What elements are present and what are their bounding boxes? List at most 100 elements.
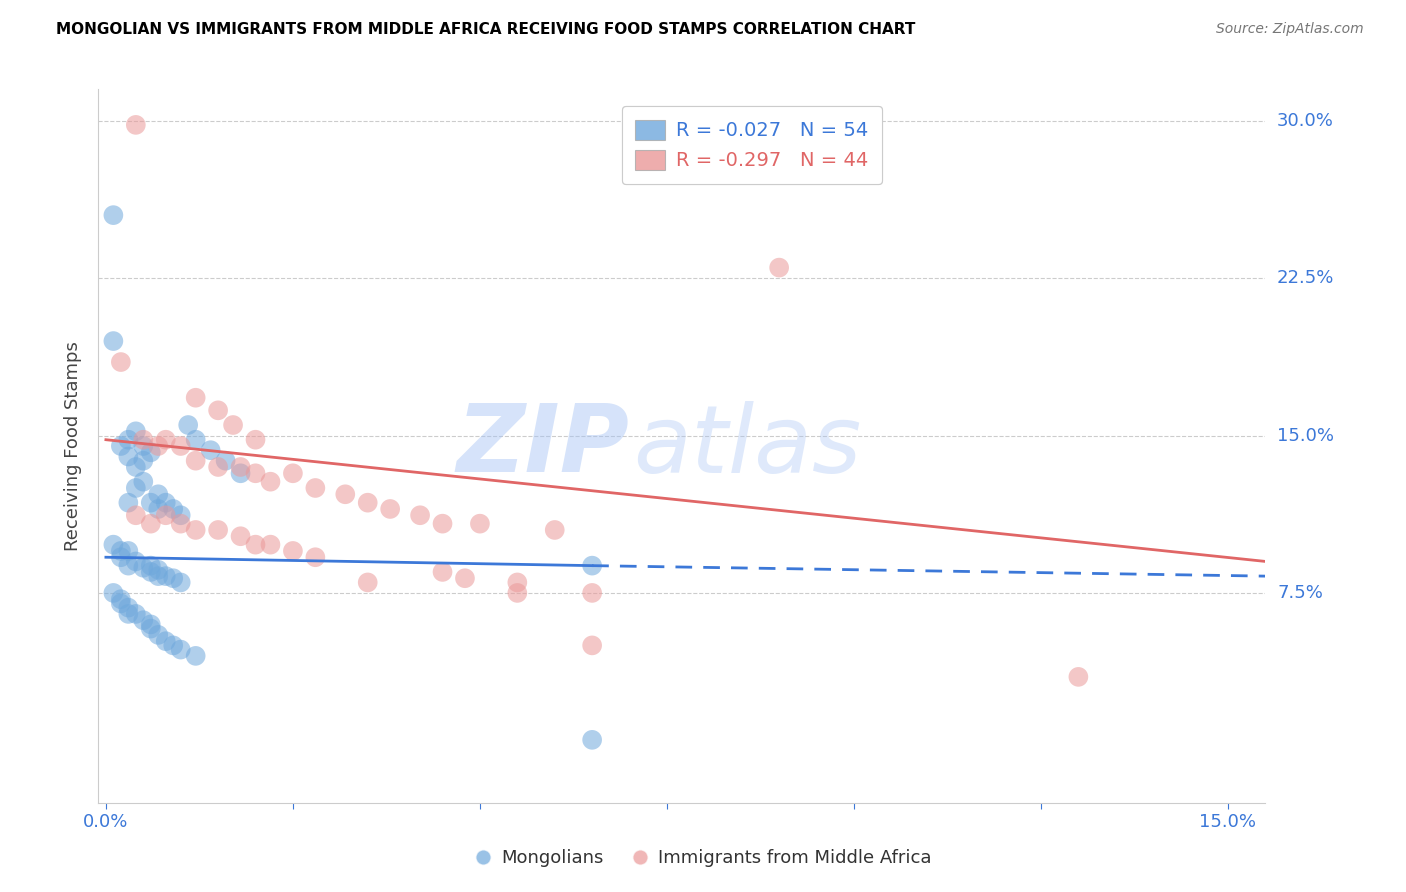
Point xyxy=(768,260,790,275)
Point xyxy=(357,575,380,590)
Point xyxy=(148,563,170,577)
Point xyxy=(125,508,148,523)
Point xyxy=(409,508,432,523)
Point xyxy=(117,496,139,510)
Text: 22.5%: 22.5% xyxy=(1277,269,1334,287)
Point xyxy=(125,481,148,495)
Point xyxy=(132,439,155,453)
Point xyxy=(184,433,207,447)
Point xyxy=(110,592,132,607)
Point xyxy=(304,550,326,565)
Point xyxy=(117,558,139,573)
Point xyxy=(155,569,177,583)
Point xyxy=(148,569,170,583)
Text: 7.5%: 7.5% xyxy=(1277,584,1323,602)
Point xyxy=(139,565,162,579)
Point xyxy=(207,523,229,537)
Point xyxy=(1067,670,1090,684)
Point xyxy=(454,571,477,585)
Point xyxy=(544,523,567,537)
Point xyxy=(139,445,162,459)
Point xyxy=(110,550,132,565)
Point xyxy=(125,607,148,621)
Point xyxy=(139,622,162,636)
Point xyxy=(222,417,245,432)
Point xyxy=(110,439,132,453)
Point xyxy=(335,487,357,501)
Point xyxy=(162,502,184,516)
Point xyxy=(432,516,454,531)
Point xyxy=(125,118,148,132)
Point xyxy=(155,634,177,648)
Point xyxy=(229,529,252,543)
Point xyxy=(170,516,193,531)
Point xyxy=(245,467,267,481)
Point xyxy=(155,433,177,447)
Point xyxy=(357,496,380,510)
Point xyxy=(110,355,132,369)
Point xyxy=(506,586,529,600)
Point xyxy=(148,502,170,516)
Point xyxy=(103,208,125,222)
Point xyxy=(207,403,229,417)
Point xyxy=(132,560,155,574)
Point xyxy=(170,439,193,453)
Point xyxy=(214,453,236,467)
Point xyxy=(139,558,162,573)
Point xyxy=(103,538,125,552)
Point xyxy=(177,417,200,432)
Point xyxy=(506,575,529,590)
Point xyxy=(304,481,326,495)
Point xyxy=(468,516,491,531)
Point xyxy=(581,558,603,573)
Point xyxy=(200,443,222,458)
Point xyxy=(132,613,155,627)
Y-axis label: Receiving Food Stamps: Receiving Food Stamps xyxy=(65,341,83,551)
Point xyxy=(259,538,281,552)
Point xyxy=(103,586,125,600)
Point xyxy=(259,475,281,489)
Point xyxy=(103,334,125,348)
Text: 15.0%: 15.0% xyxy=(1277,426,1334,444)
Point xyxy=(184,648,207,663)
Point xyxy=(378,502,402,516)
Point xyxy=(132,433,155,447)
Point xyxy=(184,453,207,467)
Point xyxy=(155,508,177,523)
Point xyxy=(170,642,193,657)
Point xyxy=(207,460,229,475)
Point xyxy=(581,732,603,747)
Legend: Mongolians, Immigrants from Middle Africa: Mongolians, Immigrants from Middle Afric… xyxy=(467,842,939,874)
Point xyxy=(162,571,184,585)
Point xyxy=(155,496,177,510)
Point xyxy=(148,487,170,501)
Point xyxy=(110,596,132,610)
Point xyxy=(184,523,207,537)
Point xyxy=(229,467,252,481)
Point xyxy=(148,628,170,642)
Point xyxy=(139,516,162,531)
Point xyxy=(184,391,207,405)
Point xyxy=(110,544,132,558)
Point xyxy=(117,600,139,615)
Point xyxy=(125,554,148,568)
Point xyxy=(117,433,139,447)
Point xyxy=(148,439,170,453)
Text: 30.0%: 30.0% xyxy=(1277,112,1334,129)
Legend: R = -0.027   N = 54, R = -0.297   N = 44: R = -0.027 N = 54, R = -0.297 N = 44 xyxy=(621,106,882,184)
Point xyxy=(125,425,148,439)
Text: ZIP: ZIP xyxy=(457,400,630,492)
Point xyxy=(229,460,252,475)
Point xyxy=(170,575,193,590)
Point xyxy=(117,544,139,558)
Point xyxy=(581,586,603,600)
Point xyxy=(281,467,304,481)
Text: atlas: atlas xyxy=(633,401,860,491)
Point xyxy=(245,433,267,447)
Point xyxy=(132,453,155,467)
Point xyxy=(170,508,193,523)
Point xyxy=(432,565,454,579)
Point xyxy=(139,617,162,632)
Point xyxy=(132,475,155,489)
Text: MONGOLIAN VS IMMIGRANTS FROM MIDDLE AFRICA RECEIVING FOOD STAMPS CORRELATION CHA: MONGOLIAN VS IMMIGRANTS FROM MIDDLE AFRI… xyxy=(56,22,915,37)
